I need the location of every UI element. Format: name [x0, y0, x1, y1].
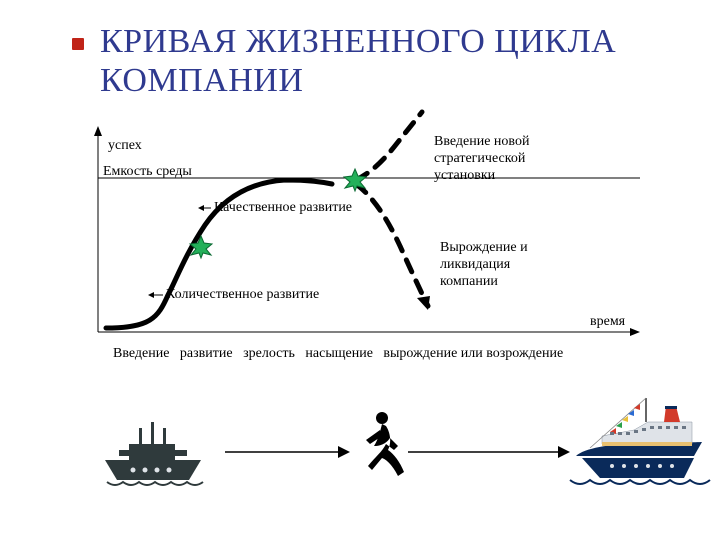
qualitative-label: Качественное развитие: [214, 200, 352, 216]
y-axis-label: успех: [108, 138, 142, 154]
tick-quant-head: [148, 292, 154, 298]
x-axis-label: время: [590, 314, 625, 330]
tick-qual-head: [198, 205, 204, 211]
footer-arrow-1-head: [338, 446, 350, 458]
stages-label: Введение развитие зрелость насыщение выр…: [113, 346, 563, 362]
y-axis-arrow: [94, 126, 102, 136]
branch-up-label: Введение новой стратегической установки: [434, 134, 529, 184]
cruise-ship-icon: [570, 398, 710, 484]
quantitative-label: Количественное развитие: [166, 287, 319, 303]
runner-icon: [366, 412, 404, 476]
capacity-label: Емкость среды: [103, 164, 192, 180]
star-marker-2: [344, 169, 366, 191]
x-axis-arrow: [630, 328, 640, 336]
footer-graphics: [0, 380, 720, 540]
branch-down-label: Вырождение и ликвидация компании: [440, 240, 528, 290]
branch-up: [356, 112, 422, 180]
footer-arrow-2-head: [558, 446, 570, 458]
warship-icon: [105, 422, 203, 485]
branch-down: [356, 184, 428, 306]
branch-down-arrow: [417, 296, 430, 310]
